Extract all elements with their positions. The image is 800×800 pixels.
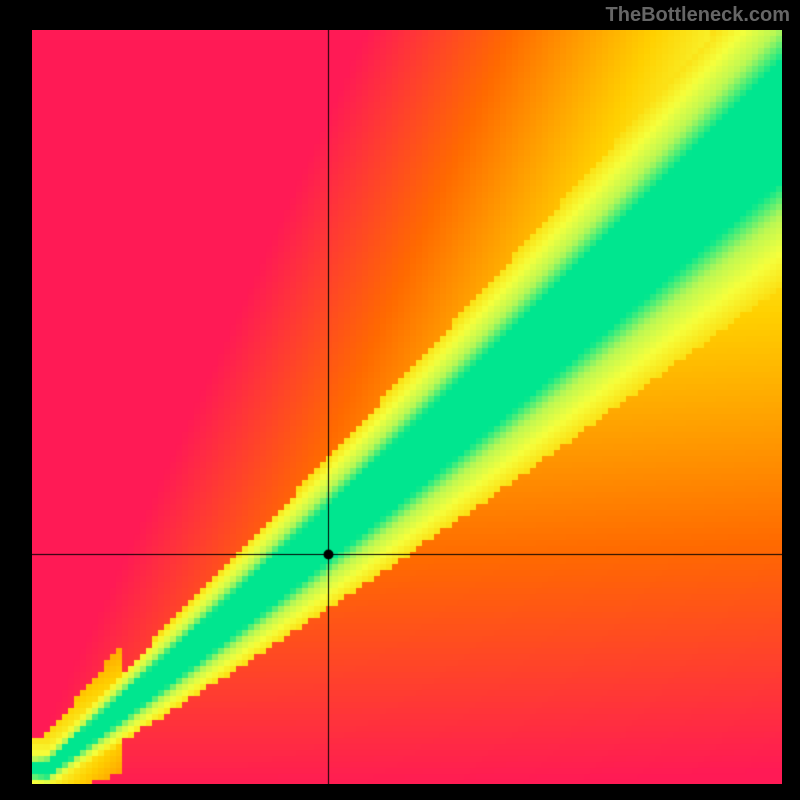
watermark: TheBottleneck.com	[606, 4, 790, 27]
heatmap-canvas	[32, 30, 782, 784]
chart-container: TheBottleneck.com	[0, 0, 800, 800]
plot-area	[32, 30, 782, 784]
